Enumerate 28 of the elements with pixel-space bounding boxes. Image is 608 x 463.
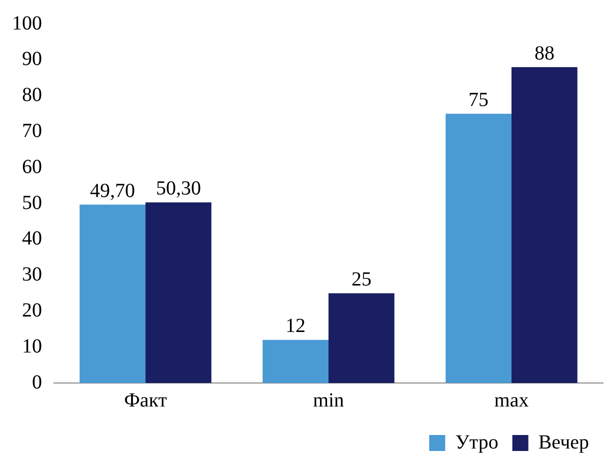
y-tick-label: 20 xyxy=(22,299,42,322)
y-tick-label: 30 xyxy=(22,264,42,286)
y-tick-label: 70 xyxy=(22,120,42,142)
y-tick-label: 90 xyxy=(22,48,42,70)
data-label: 49,70 xyxy=(90,180,136,202)
data-label: 88 xyxy=(534,42,554,64)
y-tick-label: 60 xyxy=(22,156,42,178)
bar xyxy=(80,204,146,383)
bar xyxy=(328,293,394,383)
legend-label: Вечер xyxy=(538,431,589,454)
data-label: 12 xyxy=(286,315,306,338)
data-label: 50,30 xyxy=(156,178,201,200)
y-tick-label: 0 xyxy=(32,371,42,394)
bar xyxy=(146,202,212,383)
y-tick-label: 10 xyxy=(22,335,42,358)
data-label: 75 xyxy=(468,89,489,111)
y-tick-label: 40 xyxy=(22,228,42,250)
x-tick-label: Факт xyxy=(124,389,168,412)
bar xyxy=(262,340,328,383)
bar xyxy=(512,67,578,383)
data-label: 25 xyxy=(351,268,372,290)
x-tick-label: max xyxy=(494,389,529,412)
y-tick-label: 80 xyxy=(22,84,42,106)
y-tick-label: 100 xyxy=(12,12,42,34)
bar xyxy=(446,114,512,383)
legend-label: Утро xyxy=(455,431,498,454)
x-tick-label: min xyxy=(312,389,344,412)
y-tick-label: 50 xyxy=(22,192,42,214)
